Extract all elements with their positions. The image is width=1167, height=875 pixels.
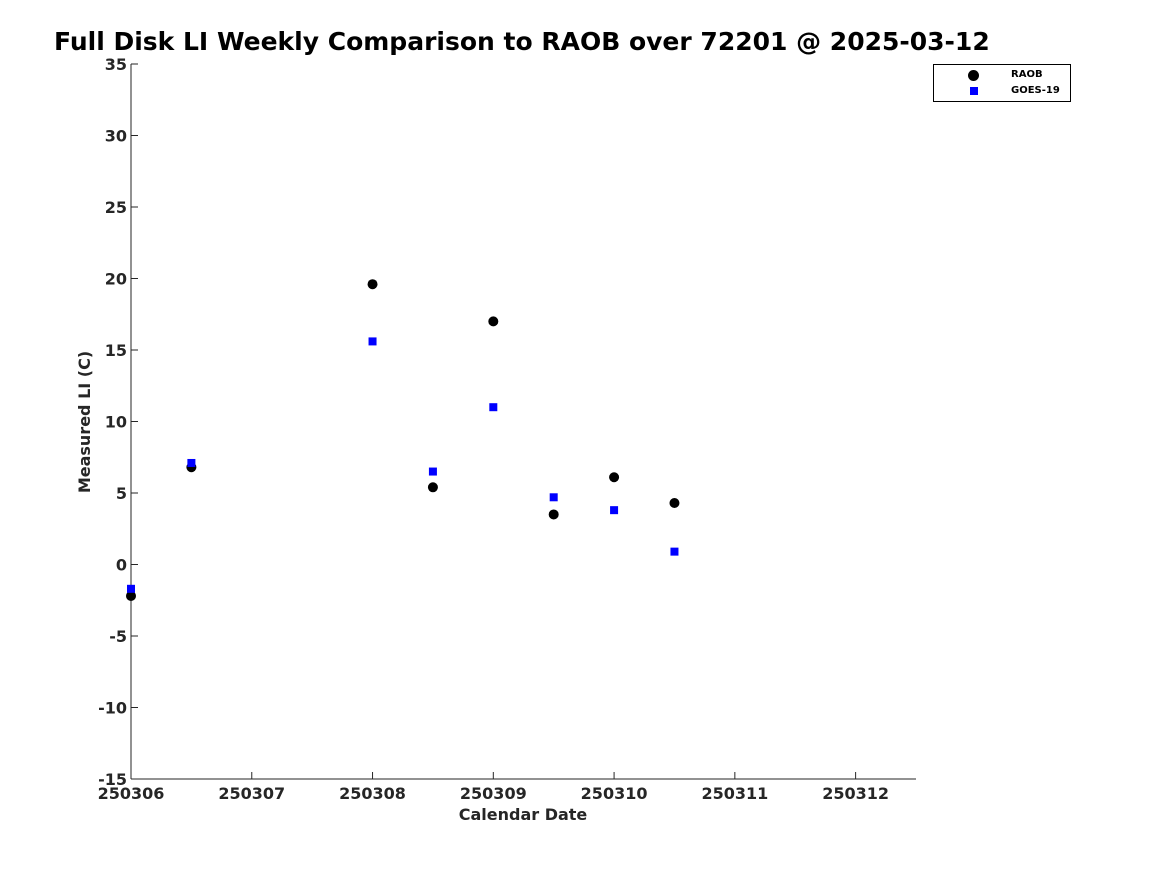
point-raob [669,498,680,509]
y-tick-label: 35 [105,55,127,74]
legend-label-goes19: GOES-19 [1011,85,1060,96]
x-tick-label: 250309 [460,784,527,803]
x-tick-label: 250310 [581,784,648,803]
y-tick-label: 0 [116,556,127,575]
x-tick-label: 250311 [701,784,768,803]
y-tick-label: 10 [105,413,127,432]
point-raob [427,482,438,493]
point-goes19 [610,506,619,515]
y-tick-label: 15 [105,341,127,360]
x-axis-label: Calendar Date [459,805,588,824]
point-raob [126,590,136,601]
point-raob [548,509,559,520]
chart-title: Full Disk LI Weekly Comparison to RAOB o… [54,27,990,56]
data-marks [126,279,680,601]
point-goes19 [187,458,196,467]
y-tick-label: -5 [109,627,127,646]
point-goes19 [489,403,498,412]
circle-marker-icon [968,70,979,81]
legend-label-raob: RAOB [1011,69,1043,80]
x-tick-label: 250307 [218,784,285,803]
y-tick-label: 20 [105,270,127,289]
legend-entry-raob: RAOB [934,67,1070,83]
square-marker-icon [970,87,978,95]
point-raob [367,279,378,290]
point-raob [488,316,499,327]
point-raob [609,472,620,483]
axes: -15 -10 -5 0 5 10 15 20 25 30 35 250306 250307 250308… [98,55,916,803]
point-goes19 [127,584,135,593]
point-goes19 [428,467,437,476]
x-tick-label: 250308 [339,784,406,803]
legend: RAOB GOES-19 [933,64,1071,102]
legend-entry-goes19: GOES-19 [934,83,1070,99]
x-tick-label: 250312 [822,784,889,803]
y-axis-label: Measured LI (C) [75,351,94,493]
point-goes19 [368,337,377,346]
y-tick-label: 5 [116,484,127,503]
y-tick-label: -10 [98,699,127,718]
y-tick-label: -15 [98,770,127,789]
x-tick-label: 250306 [98,784,165,803]
y-tick-label: 30 [105,127,127,146]
point-goes19 [670,547,679,556]
point-goes19 [549,493,558,502]
y-tick-label: 25 [105,198,127,217]
